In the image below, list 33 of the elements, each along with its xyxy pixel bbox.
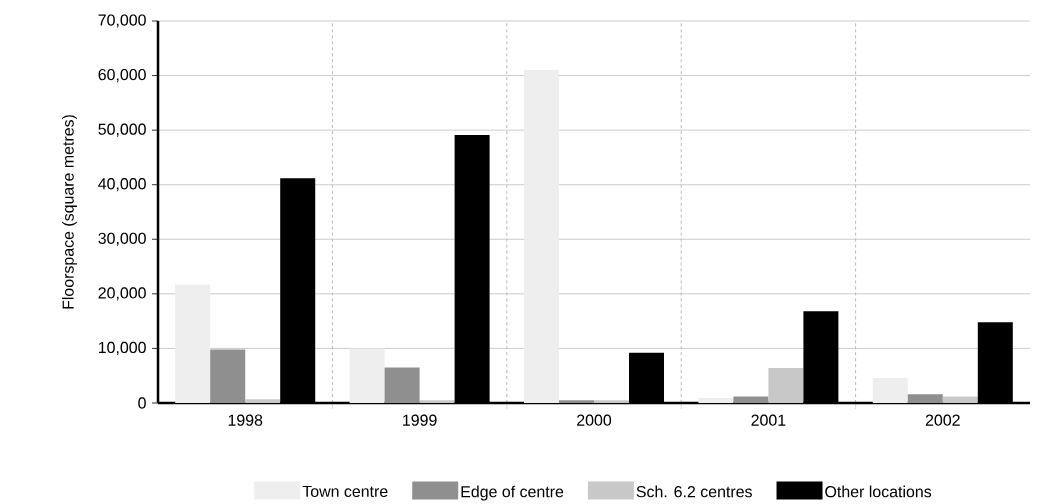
bar [768,368,804,404]
bar [872,378,908,404]
bar [559,400,595,404]
bar [210,349,246,404]
x-tick-label: 2002 [925,414,960,427]
y-tick-label: 20,000 [98,287,146,301]
y-tick-label: 30,000 [98,232,146,247]
bar [698,398,734,404]
bar [942,396,978,404]
x-tick-label: 1998 [228,414,263,427]
bar [384,367,420,404]
x-tick-label: 2000 [577,414,612,427]
bar [594,400,630,404]
y-axis-title: Floorspace (square metres) [62,115,77,309]
x-tick-label: 2001 [751,414,786,427]
y-tick-label: 0 [138,397,146,409]
bar [907,394,943,404]
legend-label: Sch. 6.2 centres [636,485,752,498]
y-tick-label: 40,000 [98,178,146,192]
bar [733,396,769,404]
bar [419,400,455,404]
y-tick-label: 60,000 [98,69,146,83]
x-tick-label: 1999 [403,414,437,427]
legend-label: Edge of centre [461,485,564,501]
bar [245,399,281,404]
bar [524,70,560,404]
legend-label: Town centre [302,486,388,498]
bar [175,284,211,404]
legend-label: Other locations [825,485,932,498]
y-tick-label: 70,000 [98,14,146,28]
bar [349,348,385,404]
y-tick-label: 50,000 [98,123,146,137]
y-tick-label: 10,000 [98,342,146,356]
